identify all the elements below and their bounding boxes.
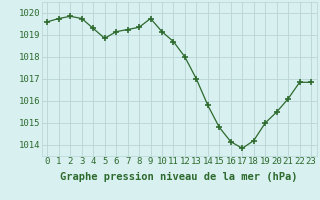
X-axis label: Graphe pression niveau de la mer (hPa): Graphe pression niveau de la mer (hPa) [60,172,298,182]
